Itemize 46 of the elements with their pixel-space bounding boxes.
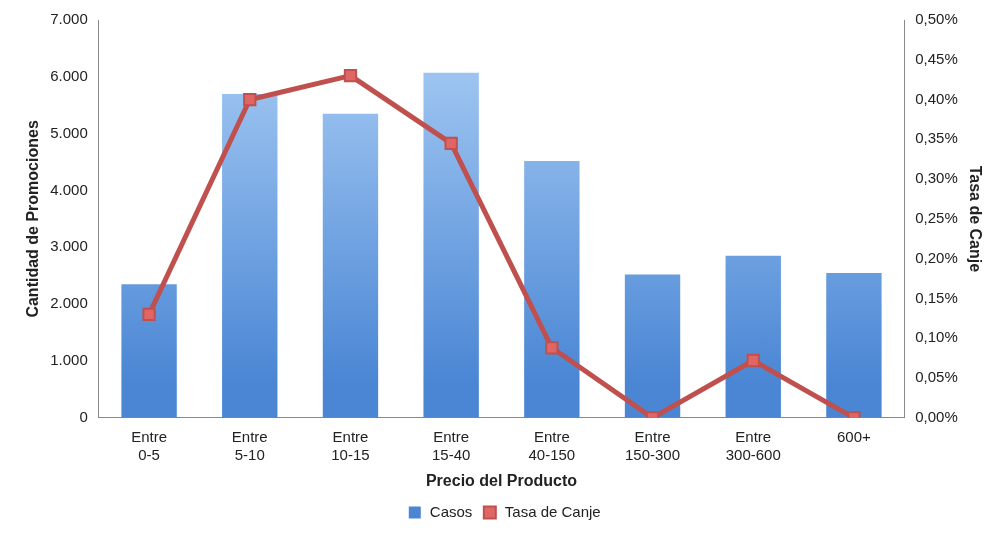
y-tick-label: 6.000 bbox=[50, 66, 88, 84]
x-axis-title: Precio del Producto bbox=[425, 471, 578, 489]
bar bbox=[322, 113, 379, 418]
legend-label: Casos bbox=[429, 502, 473, 520]
x-tick-label: Entre 0-5 bbox=[131, 427, 168, 463]
y2-tick-label: 0,20% bbox=[915, 248, 958, 266]
point bbox=[444, 136, 458, 150]
x-tick-label: Entre 15-40 bbox=[431, 427, 471, 463]
point bbox=[243, 92, 257, 107]
y-tick-label: 0 bbox=[79, 407, 88, 425]
y2-tick-label: 0,30% bbox=[915, 169, 958, 187]
point bbox=[343, 69, 358, 83]
x-tick-label: 600+ bbox=[837, 427, 872, 445]
legend-label: Tasa de Canje bbox=[504, 502, 601, 520]
bar bbox=[121, 284, 177, 418]
x-tick-label: Entre 150-300 bbox=[625, 427, 681, 463]
y-tick-label: 5.000 bbox=[50, 123, 88, 141]
y-tick-label: 3.000 bbox=[50, 237, 88, 255]
point bbox=[746, 353, 760, 368]
bar bbox=[423, 72, 479, 418]
x-tick-label: Entre 5-10 bbox=[231, 427, 268, 463]
y2-tick-label: 0,15% bbox=[915, 288, 958, 306]
y2-axis-title: Tasa de Canje bbox=[966, 165, 984, 273]
y-tick-label: 1.000 bbox=[50, 351, 88, 369]
y-tick-label: 4.000 bbox=[50, 180, 88, 198]
x-tick-label: Entre 40-150 bbox=[528, 427, 576, 463]
bar bbox=[826, 272, 882, 418]
bar bbox=[524, 160, 580, 418]
bar bbox=[222, 93, 278, 418]
y-tick-label: 7.000 bbox=[50, 10, 88, 28]
y2-tick-label: 0,00% bbox=[915, 407, 958, 425]
bar bbox=[624, 274, 681, 418]
y2-tick-label: 0,40% bbox=[915, 89, 958, 107]
y2-tick-label: 0,50% bbox=[915, 10, 958, 28]
x-tick-label: Entre 10-15 bbox=[331, 427, 370, 463]
y2-tick-label: 0,35% bbox=[915, 129, 958, 147]
y2-tick-label: 0,10% bbox=[915, 328, 958, 346]
y-tick-label: 2.000 bbox=[50, 294, 88, 312]
point bbox=[142, 307, 156, 322]
bar bbox=[725, 255, 781, 418]
x-tick-label: Entre 300-600 bbox=[725, 427, 781, 463]
point bbox=[545, 341, 559, 355]
y2-tick-label: 0,25% bbox=[915, 209, 958, 227]
y2-tick-label: 0,45% bbox=[915, 49, 958, 67]
y2-tick-label: 0,05% bbox=[915, 368, 958, 386]
y-axis-title: Cantidad de Promociones bbox=[24, 120, 42, 318]
